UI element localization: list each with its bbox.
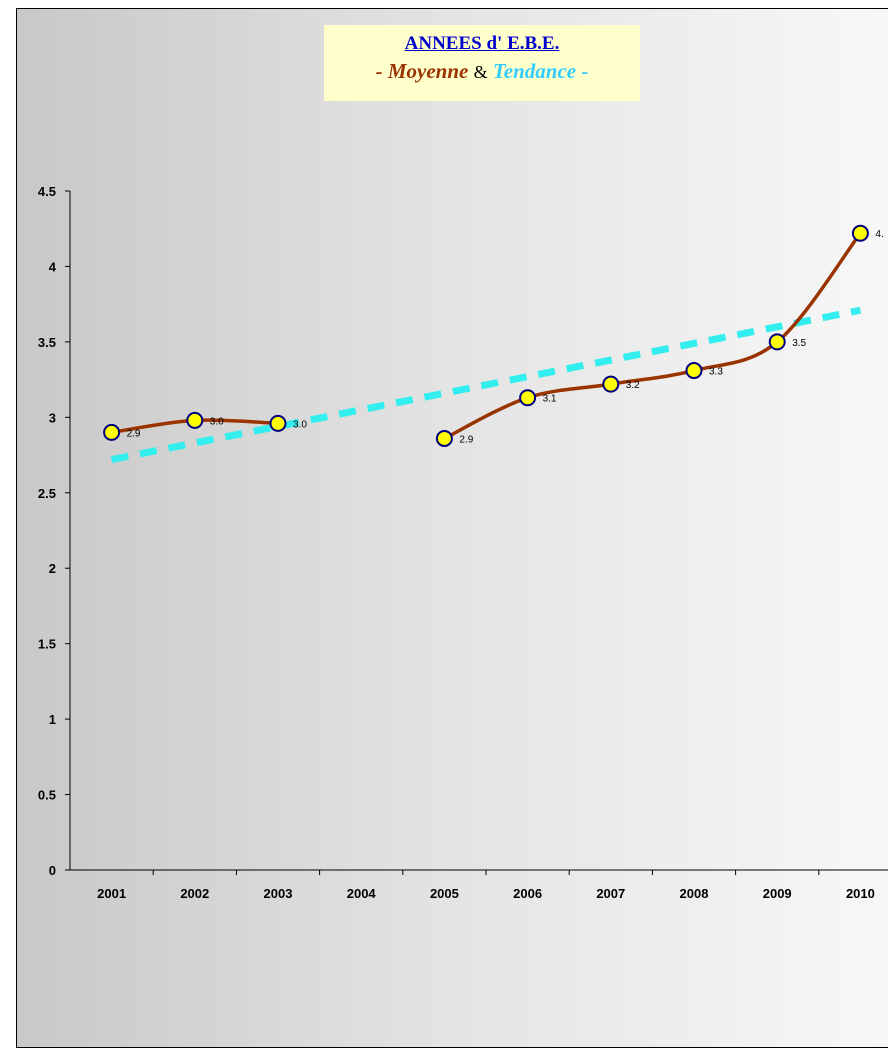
y-tick-label: 1 bbox=[49, 712, 56, 727]
x-tick-label: 2004 bbox=[347, 886, 377, 901]
data-point bbox=[768, 333, 786, 351]
data-point bbox=[269, 414, 287, 432]
x-tick-label: 2007 bbox=[596, 886, 625, 901]
x-tick-label: 2002 bbox=[180, 886, 209, 901]
data-point bbox=[519, 389, 537, 407]
data-label: 3.5 bbox=[792, 338, 806, 349]
data-point bbox=[186, 411, 204, 429]
x-tick-label: 2003 bbox=[264, 886, 293, 901]
y-tick-label: 3 bbox=[49, 410, 56, 425]
data-labels: 2.9 3.0 3.0 2.9 3.1 3.2 3.3 3.5 4. bbox=[127, 229, 884, 445]
chart-frame bbox=[16, 8, 888, 1048]
x-tick-label: 2005 bbox=[430, 886, 459, 901]
y-tick-label: 2 bbox=[49, 561, 56, 576]
data-point bbox=[685, 362, 703, 380]
data-label: 3.3 bbox=[709, 367, 723, 378]
data-point bbox=[435, 429, 453, 447]
chart-title-box: ANNEES d' E.B.E. - Moyenne & Tendance - bbox=[324, 25, 640, 101]
data-label: 4. bbox=[875, 229, 883, 240]
subtitle-tendance: Tendance - bbox=[492, 59, 589, 83]
chart-axes: 0 0.5 1 1.5 2 2.5 3 3.5 4 4.5 2001 2002 2003 2004 2005… bbox=[38, 184, 888, 901]
data-point bbox=[851, 224, 869, 242]
data-label: 3.2 bbox=[626, 380, 640, 391]
x-tick-label: 2008 bbox=[680, 886, 709, 901]
data-point bbox=[602, 375, 620, 393]
moyenne-markers bbox=[103, 224, 869, 447]
y-tick-label: 0 bbox=[49, 863, 56, 878]
trend-line bbox=[110, 306, 862, 464]
y-tick-label: 1.5 bbox=[38, 637, 56, 652]
data-label: 3.0 bbox=[210, 416, 224, 427]
subtitle-ampersand: & bbox=[473, 62, 488, 82]
chart-subtitle: - Moyenne & Tendance - bbox=[324, 59, 640, 84]
data-label: 2.9 bbox=[459, 434, 473, 445]
chart-title: ANNEES d' E.B.E. bbox=[404, 33, 560, 54]
data-label: 3.1 bbox=[543, 394, 557, 405]
data-label: 3.0 bbox=[293, 419, 307, 430]
subtitle-moyenne: - Moyenne bbox=[375, 59, 469, 83]
data-label: 2.9 bbox=[127, 428, 141, 439]
x-tick-label: 2010 bbox=[846, 886, 875, 901]
y-tick-label: 4 bbox=[49, 259, 57, 274]
y-tick-label: 3.5 bbox=[38, 335, 56, 350]
moyenne-line bbox=[443, 232, 862, 441]
x-tick-label: 2006 bbox=[513, 886, 542, 901]
x-tick-label: 2009 bbox=[763, 886, 792, 901]
y-tick-label: 4.5 bbox=[38, 184, 56, 199]
y-tick-label: 2.5 bbox=[38, 486, 56, 501]
y-tick-label: 0.5 bbox=[38, 788, 56, 803]
data-point bbox=[103, 423, 121, 441]
x-tick-label: 2001 bbox=[97, 886, 126, 901]
trend-series bbox=[110, 306, 862, 464]
